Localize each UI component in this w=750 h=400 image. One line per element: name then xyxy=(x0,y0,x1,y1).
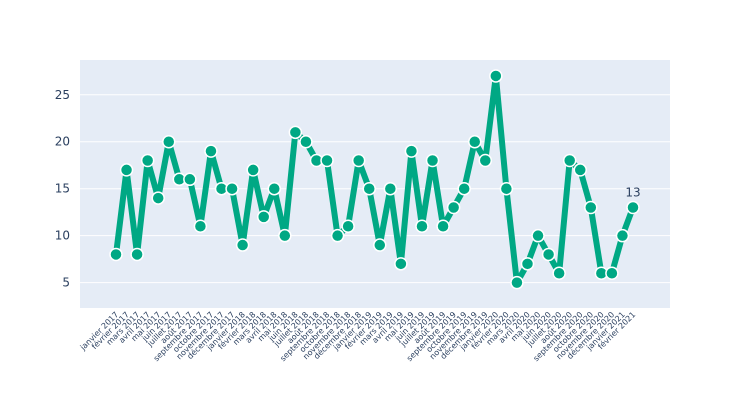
data-point xyxy=(584,200,598,215)
data-point xyxy=(562,153,577,168)
data-point xyxy=(362,181,376,196)
data-point xyxy=(457,181,471,196)
data-point xyxy=(330,228,345,243)
data-point xyxy=(520,257,535,271)
data-point xyxy=(109,247,123,262)
data-point xyxy=(351,153,366,168)
data-point xyxy=(573,163,587,177)
y-tick-label: 15 xyxy=(55,182,70,196)
data-point xyxy=(246,163,260,177)
data-point xyxy=(510,275,524,290)
data-point xyxy=(436,219,450,234)
data-point xyxy=(320,153,334,168)
data-point xyxy=(425,153,440,168)
data-point xyxy=(235,238,250,252)
data-point xyxy=(151,191,165,205)
data-point xyxy=(394,257,408,271)
y-tick-label: 20 xyxy=(55,135,70,149)
data-point xyxy=(499,181,514,196)
last-point-label: 13 xyxy=(625,185,640,199)
data-point xyxy=(130,247,144,262)
data-point xyxy=(541,247,556,262)
data-point xyxy=(341,219,355,234)
data-point xyxy=(119,163,134,177)
y-tick-label: 10 xyxy=(55,229,70,243)
data-point xyxy=(256,210,271,224)
data-point xyxy=(467,134,482,149)
data-point xyxy=(605,266,619,280)
data-point xyxy=(193,219,208,234)
y-tick-label: 25 xyxy=(55,88,70,102)
data-point xyxy=(140,153,155,168)
series xyxy=(109,69,640,290)
data-point xyxy=(204,144,218,158)
data-point xyxy=(478,153,493,168)
data-point xyxy=(626,200,640,215)
y-tick-label: 5 xyxy=(62,276,70,290)
data-point xyxy=(489,69,503,83)
data-point xyxy=(288,125,303,140)
data-point xyxy=(162,134,176,149)
data-point xyxy=(278,228,292,243)
data-point xyxy=(615,228,630,243)
data-point xyxy=(415,219,429,234)
data-point xyxy=(183,172,197,187)
data-point xyxy=(446,200,461,215)
data-labels: 13 xyxy=(625,185,640,199)
y-axis-ticks: 5 10 15 20 25 xyxy=(55,88,70,290)
data-point xyxy=(404,144,419,158)
data-point xyxy=(373,238,387,252)
data-point xyxy=(531,228,545,243)
data-point xyxy=(383,181,398,196)
data-point xyxy=(267,181,282,196)
data-point xyxy=(225,181,239,196)
data-point xyxy=(299,134,313,149)
data-point xyxy=(552,266,566,280)
